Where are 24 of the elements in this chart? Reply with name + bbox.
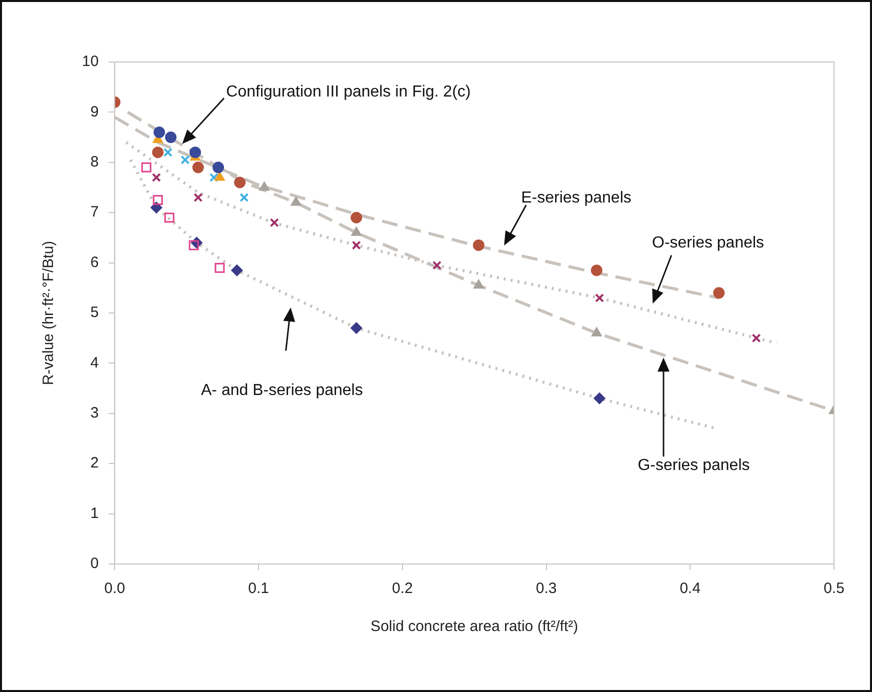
x-axis-title: Solid concrete area ratio (ft²/ft²) bbox=[370, 618, 578, 636]
annotation: G-series panels bbox=[638, 457, 750, 474]
annotation: E-series panels bbox=[521, 189, 632, 206]
y-tick-label: 3 bbox=[90, 404, 99, 422]
annotation: O-series panels bbox=[652, 234, 764, 252]
y-tick-label: 0 bbox=[90, 555, 99, 572]
y-tick-label: 9 bbox=[90, 103, 99, 120]
x-tick-label: 0.5 bbox=[824, 580, 844, 598]
annotation: A- and B-series panels bbox=[201, 382, 363, 400]
y-tick-label: 8 bbox=[90, 154, 99, 171]
x-tick-label: 0.2 bbox=[392, 580, 413, 598]
y-tick-label: 7 bbox=[90, 204, 99, 221]
x-tick-label: 0.4 bbox=[680, 580, 701, 598]
y-tick-label: 1 bbox=[90, 504, 99, 522]
x-tick-label: 0.3 bbox=[536, 580, 557, 598]
y-tick-label: 5 bbox=[90, 304, 99, 322]
x-tick-label: 0.0 bbox=[104, 580, 126, 598]
y-tick-label: 2 bbox=[90, 454, 99, 472]
y-tick-label: 4 bbox=[90, 354, 99, 372]
y-tick-label: 6 bbox=[90, 254, 99, 271]
y-axis-title: R-value (hr·ft²·°F/Btu) bbox=[40, 240, 58, 386]
x-tick-label: 0.1 bbox=[248, 580, 269, 598]
y-tick-label: 10 bbox=[82, 53, 99, 70]
annotation: Configuration III panels in Fig. 2(c) bbox=[226, 84, 471, 101]
